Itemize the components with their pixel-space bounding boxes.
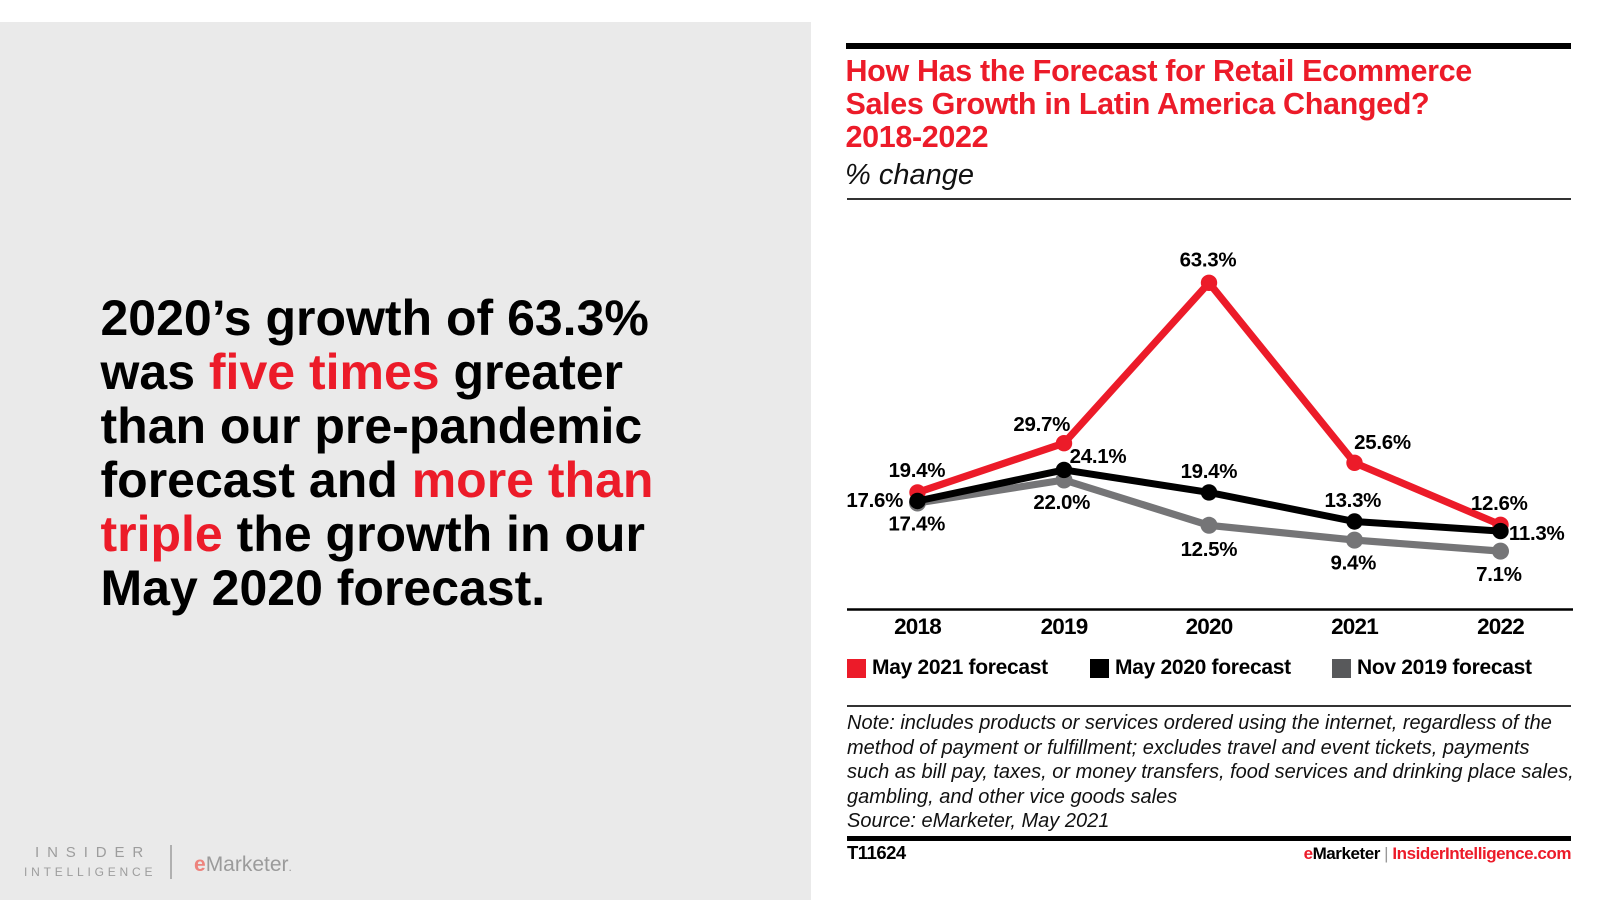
svg-text:13.3%: 13.3% [1324, 489, 1381, 512]
svg-text:63.3%: 63.3% [1180, 249, 1237, 272]
svg-text:12.5%: 12.5% [1181, 538, 1238, 561]
svg-text:12.6%: 12.6% [1471, 492, 1528, 515]
svg-text:24.1%: 24.1% [1070, 445, 1127, 468]
svg-text:25.6%: 25.6% [1354, 431, 1411, 454]
svg-text:19.4%: 19.4% [889, 459, 946, 482]
svg-text:11.3%: 11.3% [1509, 522, 1565, 545]
svg-text:2019: 2019 [1041, 614, 1088, 639]
svg-text:17.6%: 17.6% [846, 489, 903, 512]
svg-text:17.4%: 17.4% [888, 513, 945, 536]
svg-text:9.4%: 9.4% [1331, 551, 1377, 574]
svg-text:19.4%: 19.4% [1181, 460, 1238, 483]
svg-text:2020: 2020 [1186, 614, 1233, 639]
svg-text:29.7%: 29.7% [1013, 413, 1070, 436]
svg-text:7.1%: 7.1% [1476, 563, 1522, 586]
svg-text:2022: 2022 [1477, 614, 1524, 639]
svg-text:2018: 2018 [894, 614, 941, 639]
svg-text:22.0%: 22.0% [1033, 491, 1090, 514]
svg-text:2021: 2021 [1331, 614, 1378, 639]
